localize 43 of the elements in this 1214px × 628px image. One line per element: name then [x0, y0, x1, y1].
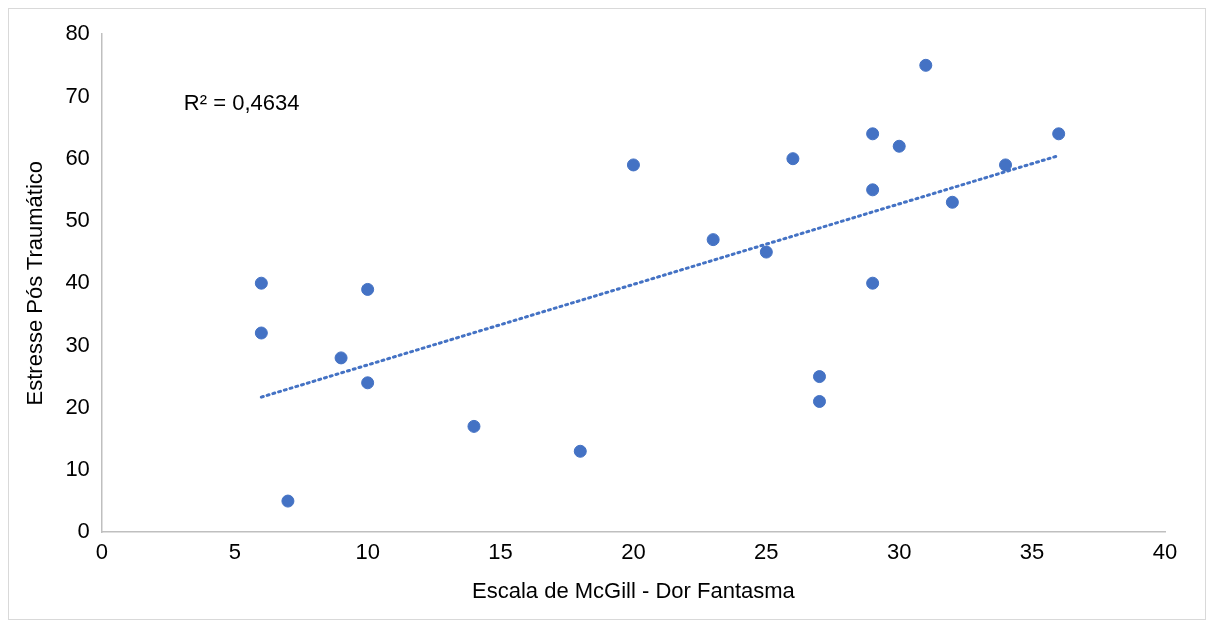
- y-tick-label: 30: [65, 331, 90, 357]
- y-tick-label: 0: [77, 518, 90, 544]
- y-tick-label: 70: [65, 82, 90, 108]
- point: [573, 444, 587, 458]
- y-tick-label: 10: [65, 456, 90, 482]
- point: [866, 276, 880, 290]
- x-axis-title: Escala de McGill - Dor Fantasma: [472, 577, 796, 603]
- point: [361, 282, 375, 296]
- point: [254, 326, 268, 340]
- point: [254, 276, 268, 290]
- y-axis-title: Estresse Pós Traumático: [22, 160, 48, 406]
- point: [759, 245, 773, 259]
- x-tick-label: 15: [488, 539, 513, 565]
- point: [334, 351, 348, 365]
- point: [892, 139, 906, 153]
- y-tick-label: 50: [65, 207, 90, 233]
- y-tick-label: 20: [65, 393, 90, 419]
- x-tick-label: 25: [754, 539, 779, 565]
- point: [626, 158, 640, 172]
- point: [281, 494, 295, 508]
- x-tick-label: 5: [228, 539, 241, 565]
- y-tick-label: 40: [65, 269, 90, 295]
- point: [361, 376, 375, 390]
- point: [999, 158, 1013, 172]
- point: [812, 394, 826, 408]
- x-tick-label: 30: [886, 539, 912, 565]
- point: [812, 370, 826, 384]
- point: [786, 152, 800, 166]
- x-tick-label: 20: [621, 539, 646, 565]
- point: [919, 58, 933, 72]
- x-tick-label: 40: [1152, 539, 1178, 565]
- point: [866, 183, 880, 197]
- point: [1052, 127, 1066, 141]
- x-tick-label: 35: [1019, 539, 1045, 565]
- point: [706, 233, 720, 247]
- y-tick-label: 80: [65, 20, 90, 46]
- point: [467, 419, 481, 433]
- x-tick-label: 0: [95, 539, 108, 565]
- annotation: R² = 0,4634: [183, 90, 300, 116]
- y-tick-label: 60: [65, 144, 90, 170]
- x-tick-label: 10: [355, 539, 380, 565]
- point: [866, 127, 880, 141]
- point: [945, 195, 959, 209]
